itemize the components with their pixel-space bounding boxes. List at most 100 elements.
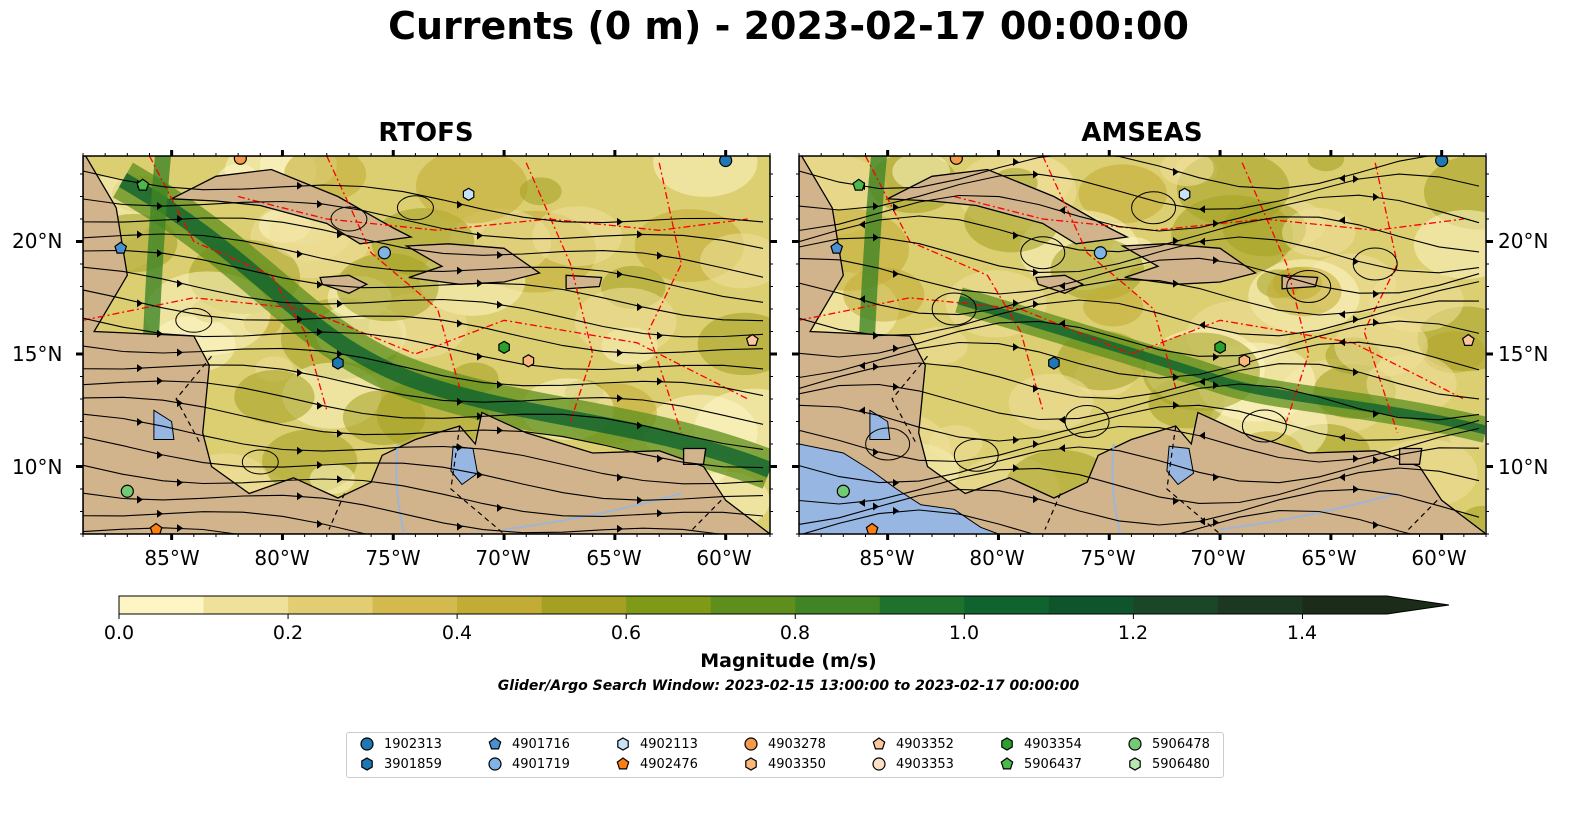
lat-label-10n-right: 10°N — [1498, 455, 1549, 479]
legend-item: 4902476 — [615, 756, 698, 772]
float-marker-1902313 — [719, 156, 733, 168]
speed-patch — [574, 287, 677, 356]
streamline — [799, 383, 1480, 421]
speed-patch — [1307, 156, 1345, 172]
streamline — [799, 299, 1480, 337]
streamline-arrow — [1199, 205, 1205, 214]
streamline-arrow — [1013, 157, 1019, 166]
float-marker-4903350 — [1238, 354, 1251, 368]
streamline-arrow — [477, 412, 483, 421]
streamline-arrow — [893, 506, 899, 515]
streamline — [799, 467, 1480, 505]
lon-label-65w-left: 65°W — [586, 546, 642, 570]
streamline-arrow — [1213, 352, 1219, 361]
streamline-arrow — [893, 269, 899, 278]
streamline-arrow — [337, 475, 343, 484]
streamline — [799, 446, 1480, 484]
colorbar-segment — [1217, 596, 1303, 614]
streamline-arrow — [1213, 473, 1219, 482]
current-jet-core — [957, 295, 1485, 435]
streamline-arrow — [1339, 216, 1345, 225]
streamline — [83, 192, 764, 249]
streamline-arrow — [1059, 537, 1065, 545]
legend-label: 5906437 — [1024, 756, 1082, 772]
streamline-arrow — [297, 249, 303, 258]
streamline — [799, 257, 1480, 295]
streamline-arrow — [1213, 256, 1219, 265]
streamline — [83, 486, 724, 534]
streamline-arrow — [1353, 315, 1359, 324]
speed-patch — [697, 312, 770, 376]
float-marker-5906478 — [836, 484, 850, 498]
streamline-arrow — [137, 364, 143, 373]
streamline-arrow — [1173, 401, 1179, 410]
streamline-arrow — [873, 202, 879, 211]
streamline-arrow — [297, 368, 303, 377]
panel-title-rtofs: RTOFS — [378, 118, 474, 148]
streamline-arrow — [1339, 174, 1345, 183]
legend-item: 4903278 — [743, 736, 826, 752]
speed-patch — [1078, 164, 1168, 224]
speed-patch — [1413, 210, 1485, 279]
float-marker-4903354 — [1214, 340, 1226, 354]
eddy — [1286, 270, 1332, 303]
lat-label-15n-right: 15°N — [1498, 342, 1549, 366]
streamline-arrow — [177, 214, 183, 223]
speed-patch — [234, 370, 315, 424]
float-marker-4901716 — [830, 241, 844, 254]
streamline-arrow — [1013, 231, 1019, 240]
streamline-arrow — [1013, 343, 1019, 352]
colorbar-segment — [541, 596, 627, 614]
streamline — [83, 507, 369, 534]
streamline-arrow — [873, 233, 879, 242]
streamline-arrow — [873, 502, 879, 511]
map-panels — [76, 150, 1493, 545]
streamline-arrow — [1353, 485, 1359, 494]
float-marker-4902113 — [1178, 187, 1191, 201]
pentagon-marker-icon — [1000, 757, 1014, 770]
colorbar-tick: 0.6 — [610, 622, 642, 644]
streamline-arrow — [457, 522, 463, 531]
eez-boundary — [525, 162, 594, 422]
streamline-arrow — [637, 363, 643, 372]
river — [1111, 443, 1122, 534]
streamline-arrow — [617, 217, 623, 226]
streamline-arrow — [137, 495, 143, 504]
streamline — [83, 233, 764, 303]
legend-label: 4903354 — [1024, 736, 1082, 752]
land — [404, 243, 542, 285]
eddy — [953, 438, 999, 472]
streamline-arrow — [1033, 440, 1039, 449]
colorbar-segment — [879, 596, 965, 614]
streamline — [799, 404, 1480, 442]
streamline — [83, 360, 764, 425]
colorbar-segment — [1302, 596, 1388, 614]
streamline-arrow — [637, 303, 643, 312]
streamline — [83, 527, 240, 534]
legend-label: 1902313 — [384, 736, 442, 752]
amseas-map — [799, 156, 1485, 545]
streamline-arrow — [297, 181, 303, 190]
streamline-arrow — [157, 202, 163, 211]
lon-label-85w-left: 85°W — [144, 546, 200, 570]
streamline-arrow — [177, 524, 183, 533]
border — [891, 355, 928, 445]
float-marker-3901859 — [1048, 356, 1060, 370]
streamline-arrow — [1373, 409, 1379, 418]
streamline-arrow — [477, 279, 483, 288]
streamline-arrow — [1373, 456, 1379, 465]
legend-label: 4902113 — [640, 736, 698, 752]
streamline — [83, 464, 764, 517]
search-window-text: Glider/Argo Search Window: 2023-02-15 13… — [497, 678, 1080, 694]
streamline-arrow — [859, 498, 865, 507]
lon-label-80w-left: 80°W — [254, 546, 310, 570]
streamline-arrow — [1033, 300, 1039, 309]
streamline-arrow — [477, 352, 483, 361]
border — [1166, 425, 1221, 534]
lake — [153, 409, 175, 440]
river — [503, 492, 682, 531]
streamline-arrow — [873, 448, 879, 457]
streamline-arrow — [893, 203, 899, 212]
streamline-arrow — [1059, 282, 1065, 291]
eddy — [865, 427, 911, 461]
